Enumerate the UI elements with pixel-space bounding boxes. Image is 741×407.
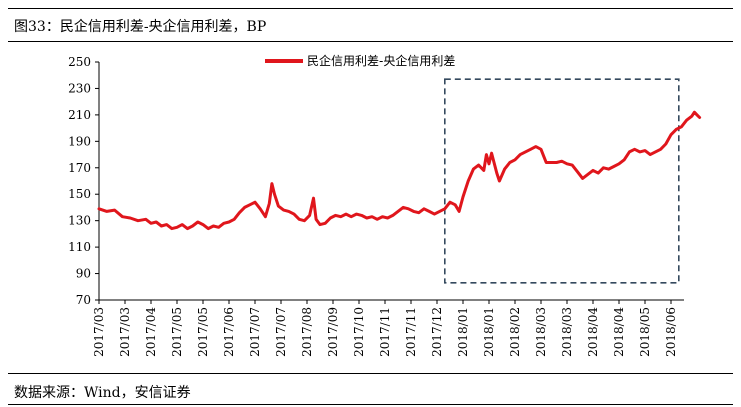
x-axis-ticks: 2017/03 2017/03 2017/04 2017/05 2017/05 2017/… xyxy=(92,300,678,357)
x-tick-label: 2017/05 xyxy=(196,307,210,357)
x-tick-label: 2018/03 xyxy=(534,307,548,357)
x-tick-label: 2017/05 xyxy=(170,307,184,357)
series-layer xyxy=(97,110,702,231)
y-axis-ticks: 70 90 110 130 150 170 190 210 230 250 xyxy=(68,55,99,307)
x-tick-label: 2018/05 xyxy=(638,307,652,357)
x-tick-label: 2018/04 xyxy=(612,307,626,357)
highlight-box xyxy=(443,78,680,284)
x-tick-label: 2017/07 xyxy=(274,307,288,357)
x-tick-label: 2018/03 xyxy=(560,307,574,357)
y-tick-label: 250 xyxy=(68,55,91,69)
title-rule xyxy=(8,41,733,42)
axes xyxy=(98,62,684,301)
source-rule xyxy=(8,373,733,374)
x-tick-label: 2017/09 xyxy=(326,307,340,357)
series-line xyxy=(97,110,702,231)
x-tick-label: 2017/06 xyxy=(222,307,236,357)
x-tick-label: 2017/07 xyxy=(248,307,262,357)
x-tick-label: 2018/02 xyxy=(508,307,522,357)
y-tick-label: 70 xyxy=(76,293,91,307)
y-tick-label: 130 xyxy=(68,214,91,228)
y-tick-label: 90 xyxy=(76,267,91,281)
x-tick-label: 2017/11 xyxy=(404,307,418,357)
x-tick-label: 2018/06 xyxy=(664,307,678,357)
y-tick-label: 230 xyxy=(68,81,91,95)
top-rule xyxy=(8,8,733,9)
figure-title: 图33：民企信用利差-央企信用利差，BP xyxy=(14,19,267,35)
x-tick-label: 2017/11 xyxy=(378,307,392,357)
legend: 民企信用利差-央企信用利差 xyxy=(265,53,455,68)
y-tick-label: 210 xyxy=(68,108,91,122)
bottom-rule xyxy=(8,404,733,405)
x-tick-label: 2017/12 xyxy=(430,307,444,357)
x-tick-label: 2017/03 xyxy=(118,307,132,357)
y-tick-label: 110 xyxy=(68,240,91,254)
source-note: 数据来源：Wind，安信证券 xyxy=(14,385,191,401)
x-tick-label: 2017/10 xyxy=(352,307,366,357)
y-tick-label: 170 xyxy=(68,161,91,175)
x-tick-label: 2018/01 xyxy=(456,307,470,357)
y-tick-label: 150 xyxy=(68,187,91,201)
x-tick-label: 2017/08 xyxy=(300,307,314,357)
x-tick-label: 2018/04 xyxy=(586,307,600,357)
x-tick-label: 2018/01 xyxy=(482,307,496,357)
x-tick-label: 2017/03 xyxy=(92,307,106,357)
x-tick-label: 2017/04 xyxy=(144,307,158,357)
y-tick-label: 190 xyxy=(68,134,91,148)
legend-label: 民企信用利差-央企信用利差 xyxy=(307,53,455,68)
